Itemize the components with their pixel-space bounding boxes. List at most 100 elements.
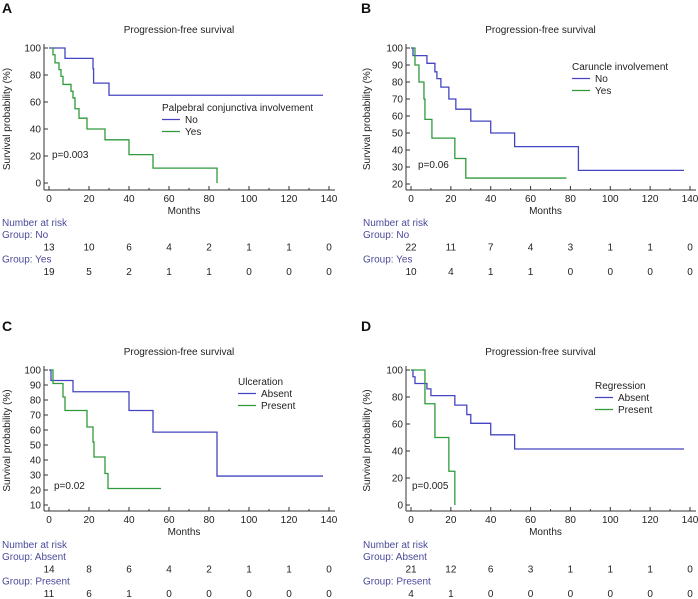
y-tick-label: 80 — [392, 78, 404, 89]
y-tick-label: 100 — [24, 366, 41, 377]
y-tick-label: 80 — [30, 396, 42, 407]
risk-count: 4 — [166, 243, 172, 254]
x-tick-label: 120 — [642, 515, 659, 526]
legend-item: Present — [261, 401, 296, 412]
risk-group-label: Group: No — [2, 230, 49, 241]
x-tick-label: 40 — [123, 515, 135, 526]
risk-count: 1 — [166, 267, 172, 278]
risk-count: 12 — [445, 565, 457, 576]
risk-count: 0 — [166, 589, 172, 599]
risk-count: 0 — [647, 267, 653, 278]
x-tick-label: 140 — [321, 515, 338, 526]
panel-label: A — [2, 0, 12, 16]
risk-count: 11 — [44, 589, 55, 599]
legend-item: No — [595, 74, 608, 85]
legend-title: Ulceration — [238, 377, 283, 388]
risk-count: 1 — [246, 565, 252, 576]
y-tick-label: 70 — [30, 411, 42, 422]
x-tick-label: 80 — [203, 515, 215, 526]
y-tick-label: 0 — [397, 501, 403, 512]
p-value: p=0.02 — [54, 481, 85, 492]
legend-item: Present — [618, 405, 653, 416]
risk-count: 0 — [326, 589, 332, 599]
risk-count: 1 — [647, 243, 653, 254]
risk-count: 5 — [86, 267, 92, 278]
y-tick-label: 60 — [392, 112, 404, 123]
x-axis-label: Months — [168, 206, 201, 217]
risk-count: 0 — [687, 267, 693, 278]
y-tick-label: 60 — [30, 98, 42, 109]
risk-count: 0 — [687, 589, 693, 599]
legend-item: Yes — [595, 86, 611, 97]
panel-label: C — [2, 318, 12, 334]
risk-count: 0 — [608, 589, 614, 599]
x-tick-label: 0 — [46, 515, 52, 526]
risk-count: 0 — [528, 589, 534, 599]
risk-count: 0 — [568, 589, 574, 599]
survival-curve-absent — [411, 369, 685, 450]
x-tick-label: 140 — [321, 194, 338, 205]
risk-group-label: Group: No — [363, 230, 410, 241]
legend-item: Absent — [618, 393, 649, 404]
risk-count: 1 — [568, 565, 574, 576]
risk-count: 0 — [488, 589, 494, 599]
risk-count: 1 — [528, 267, 534, 278]
risk-group-label: Group: Yes — [2, 255, 51, 266]
x-tick-label: 40 — [123, 194, 135, 205]
y-tick-label: 50 — [30, 441, 42, 452]
x-tick-label: 20 — [83, 194, 95, 205]
y-tick-label: 90 — [392, 61, 404, 72]
y-axis-label: Survival probability (%) — [362, 389, 373, 491]
y-tick-label: 20 — [392, 474, 404, 485]
risk-count: 1 — [126, 589, 132, 599]
x-tick-label: 140 — [682, 194, 698, 205]
risk-count: 4 — [448, 267, 454, 278]
risk-table-title: Number at risk — [2, 540, 68, 551]
p-value: p=0.06 — [418, 160, 449, 171]
legend-item: Yes — [185, 127, 201, 138]
x-tick-label: 0 — [408, 515, 414, 526]
survival-curve-yes — [51, 47, 218, 183]
panel-label: B — [361, 0, 371, 16]
risk-count: 21 — [405, 565, 417, 576]
risk-count: 0 — [326, 267, 332, 278]
x-tick-label: 120 — [642, 194, 659, 205]
risk-count: 1 — [608, 565, 614, 576]
risk-count: 0 — [568, 267, 574, 278]
risk-count: 14 — [43, 565, 55, 576]
y-tick-label: 50 — [392, 129, 404, 140]
x-tick-label: 20 — [83, 515, 95, 526]
panel-label: D — [361, 318, 371, 334]
y-tick-label: 40 — [30, 456, 42, 467]
survival-curve-no — [411, 47, 685, 172]
p-value: p=0.005 — [412, 481, 449, 492]
x-tick-label: 60 — [525, 194, 537, 205]
risk-group-label: Group: Absent — [2, 552, 66, 563]
risk-count: 22 — [405, 243, 417, 254]
risk-group-label: Group: Absent — [363, 552, 427, 563]
risk-count: 4 — [408, 589, 414, 599]
x-tick-label: 80 — [565, 194, 577, 205]
risk-group-label: Group: Present — [363, 577, 431, 588]
risk-count: 0 — [206, 589, 212, 599]
x-axis-label: Months — [168, 527, 201, 538]
y-tick-label: 10 — [30, 501, 42, 512]
x-tick-label: 80 — [565, 515, 577, 526]
y-tick-label: 30 — [30, 471, 42, 482]
risk-group-label: Group: Yes — [363, 255, 412, 266]
y-tick-label: 100 — [386, 44, 403, 55]
risk-count: 2 — [126, 267, 132, 278]
x-tick-label: 60 — [163, 194, 175, 205]
y-tick-label: 100 — [386, 366, 403, 377]
risk-count: 6 — [126, 243, 132, 254]
x-tick-label: 100 — [241, 515, 258, 526]
y-tick-label: 20 — [392, 180, 404, 191]
y-tick-label: 90 — [30, 381, 42, 392]
y-tick-label: 20 — [30, 486, 42, 497]
y-tick-label: 80 — [392, 393, 404, 404]
risk-count: 7 — [488, 243, 494, 254]
risk-count: 1 — [488, 267, 494, 278]
risk-count: 19 — [43, 267, 55, 278]
